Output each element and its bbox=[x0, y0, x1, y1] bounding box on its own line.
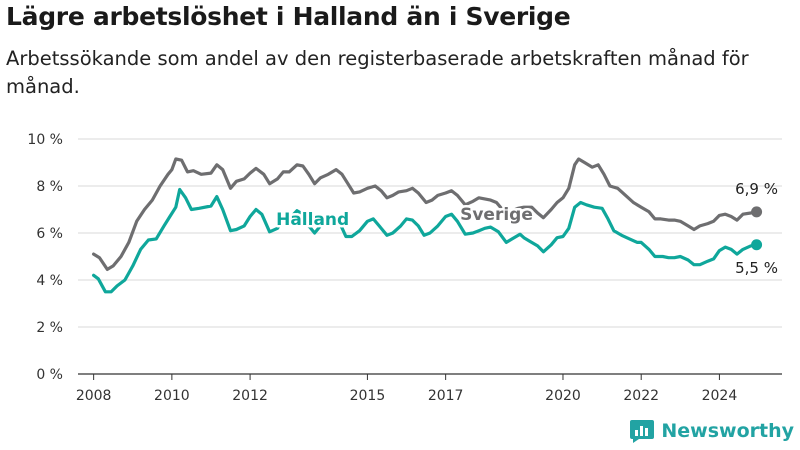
x-tick-label: 2017 bbox=[428, 388, 464, 404]
x-tick-label: 2015 bbox=[350, 388, 386, 404]
series-end-marker-halland bbox=[751, 239, 763, 251]
series-label-halland: Halland bbox=[276, 210, 349, 230]
series-label-sverige: Sverige bbox=[460, 205, 533, 225]
series-line-sverige bbox=[92, 157, 759, 271]
y-tick-label: 4 % bbox=[36, 273, 63, 289]
x-tick-label: 2020 bbox=[545, 388, 581, 404]
y-tick-label: 6 % bbox=[36, 226, 63, 242]
series-line-halland bbox=[92, 187, 759, 294]
brand-name: Newsworthy bbox=[661, 420, 794, 442]
x-tick-label: 2024 bbox=[702, 388, 738, 404]
end-value-label-sverige: 6,9 % bbox=[735, 180, 778, 198]
newsworthy-logo-icon bbox=[630, 420, 655, 443]
y-tick-label: 0 % bbox=[36, 367, 63, 383]
y-tick-label: 8 % bbox=[36, 179, 63, 195]
y-tick-label: 2 % bbox=[36, 320, 63, 336]
chart-title: Lägre arbetslöshet i Halland än i Sverig… bbox=[6, 2, 571, 31]
x-tick-label: 2008 bbox=[76, 388, 112, 404]
series-end-marker-sverige bbox=[751, 206, 763, 218]
x-tick-label: 2012 bbox=[232, 388, 268, 404]
x-tick-label: 2022 bbox=[623, 388, 659, 404]
x-tick-label: 2010 bbox=[154, 388, 190, 404]
y-tick-label: 10 % bbox=[27, 132, 63, 148]
chart-subtitle: Arbetssökande som andel av den registerb… bbox=[6, 47, 749, 98]
brand: Newsworthy bbox=[629, 418, 794, 444]
end-value-label-halland: 5,5 % bbox=[735, 259, 778, 277]
